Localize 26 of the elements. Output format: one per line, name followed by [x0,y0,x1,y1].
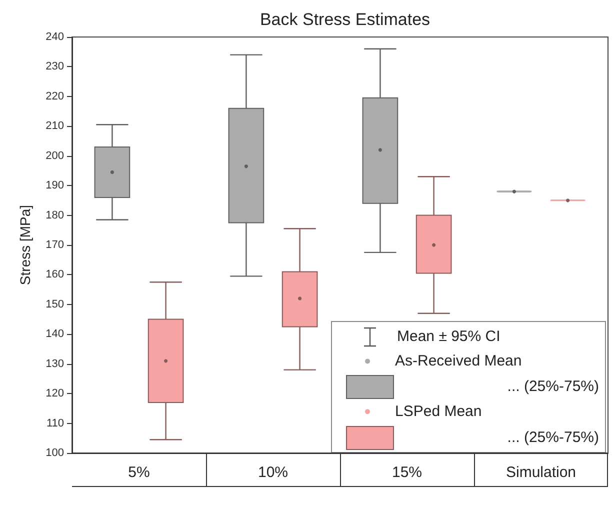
y-tick-label: 210 [46,120,64,132]
y-tick-label: 200 [46,150,64,162]
y-tick-label: 170 [46,239,64,251]
y-tick-label: 140 [46,328,64,340]
legend-label: LSPed Mean [395,403,482,420]
y-tick-label: 120 [46,388,64,400]
x-tick-label: 5% [128,464,150,481]
y-tick-label: 190 [46,180,64,192]
y-tick-label: 230 [46,60,64,73]
y-tick-label: 180 [46,209,64,222]
annotation: ... (25%-75%) [507,378,599,396]
y-tick-label: 130 [46,358,64,370]
y-tick-label: 240 [46,31,64,43]
y-tick-label: 110 [46,417,64,430]
x-tick-label: 15% [392,464,422,481]
y-tick-label: 220 [46,90,64,102]
annotation: ... (25%-75%) [507,428,599,446]
chart-title: Back Stress Estimates [260,10,430,29]
y-tick-label: 160 [46,268,64,281]
x-tick-label: 10% [258,464,288,481]
x-tick-label: Simulation [506,464,576,481]
y-tick-label: 150 [46,298,64,310]
y-axis-title: Stress [MPa] [17,204,33,286]
legend-label: As-Received Mean [395,352,522,370]
annotation: Mean ± 95% CI [397,328,500,345]
y-tick-label: 100 [46,447,64,459]
